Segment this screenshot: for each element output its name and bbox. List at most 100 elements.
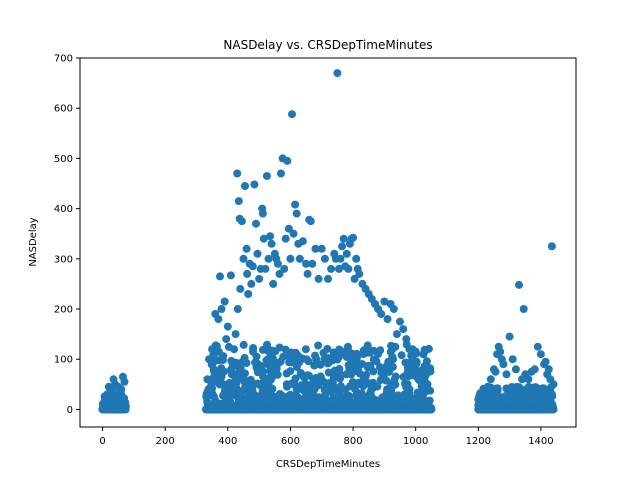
- data-point: [503, 384, 512, 393]
- data-point: [339, 234, 348, 243]
- data-point: [335, 368, 343, 377]
- data-point: [240, 384, 249, 392]
- data-point: [533, 342, 542, 351]
- data-point: [366, 362, 375, 371]
- data-point: [297, 369, 305, 378]
- data-point: [388, 352, 397, 361]
- data-point: [226, 399, 235, 408]
- data-point: [214, 315, 223, 324]
- x-tick-label: 1000: [403, 436, 428, 447]
- x-tick-label: 200: [156, 436, 175, 447]
- data-point: [306, 217, 315, 226]
- data-point: [359, 374, 368, 383]
- data-point: [530, 365, 539, 374]
- data-point: [209, 365, 218, 374]
- chart-title: NASDelay vs. CRSDepTimeMinutes: [223, 38, 432, 52]
- data-point: [357, 389, 366, 398]
- data-point: [496, 347, 505, 356]
- data-point: [237, 217, 246, 226]
- data-point: [120, 377, 129, 386]
- data-point: [427, 405, 436, 414]
- data-point: [276, 357, 285, 366]
- data-point: [283, 156, 292, 165]
- data-point: [342, 370, 351, 379]
- data-point: [314, 274, 323, 283]
- data-point: [345, 364, 354, 373]
- data-point: [248, 262, 257, 271]
- data-point: [493, 384, 502, 393]
- data-point: [239, 340, 248, 349]
- data-point: [389, 305, 398, 313]
- data-point: [328, 378, 337, 387]
- data-point: [288, 397, 297, 406]
- data-point: [236, 364, 245, 373]
- data-point: [302, 355, 311, 364]
- data-point: [486, 375, 495, 384]
- data-point: [121, 405, 130, 414]
- x-tick-label: 800: [344, 436, 363, 447]
- data-point: [231, 330, 240, 339]
- data-point: [241, 182, 249, 190]
- data-point: [547, 399, 556, 408]
- data-point: [233, 305, 242, 313]
- data-point: [519, 305, 528, 313]
- plot-area: [98, 69, 558, 414]
- x-axis: 0 200 400 600 800 1000 1200 1400: [99, 427, 554, 447]
- data-point: [549, 405, 558, 414]
- data-point: [420, 362, 429, 371]
- data-point: [273, 259, 282, 268]
- data-point: [331, 394, 340, 402]
- data-point: [291, 200, 300, 209]
- data-point: [252, 363, 261, 372]
- data-point: [341, 385, 350, 394]
- data-point: [503, 398, 512, 406]
- data-point: [336, 254, 345, 263]
- data-point: [236, 284, 245, 293]
- data-point: [528, 395, 537, 404]
- data-point: [270, 392, 278, 401]
- data-point: [411, 365, 420, 374]
- data-point: [380, 297, 389, 306]
- data-point: [421, 370, 430, 379]
- data-point: [499, 360, 508, 369]
- data-point: [303, 269, 312, 278]
- data-point: [226, 271, 235, 280]
- data-point: [518, 395, 527, 404]
- data-point: [388, 344, 397, 353]
- data-point: [349, 233, 358, 242]
- data-point: [375, 363, 384, 372]
- data-point: [348, 349, 356, 358]
- y-axis: 0 100 200 300 400 500 600 700: [54, 54, 80, 416]
- data-point: [295, 254, 304, 263]
- data-point: [292, 209, 301, 218]
- data-point: [252, 219, 260, 228]
- y-tick-label: 0: [67, 405, 73, 416]
- data-point: [292, 386, 301, 394]
- data-point: [267, 239, 276, 248]
- data-point: [262, 172, 271, 180]
- data-point: [287, 348, 296, 357]
- data-point: [316, 372, 325, 381]
- data-point: [253, 249, 262, 258]
- data-point: [354, 366, 363, 375]
- y-tick-label: 500: [54, 154, 73, 165]
- data-point: [239, 254, 248, 263]
- data-point: [286, 254, 295, 263]
- data-point: [533, 390, 542, 399]
- data-point: [282, 369, 291, 378]
- data-point: [259, 234, 268, 243]
- y-tick-label: 300: [54, 254, 73, 265]
- data-point: [502, 370, 511, 379]
- x-tick-label: 1400: [528, 436, 553, 447]
- data-point: [220, 297, 229, 306]
- data-point: [399, 372, 408, 381]
- data-point: [405, 345, 414, 354]
- data-point: [329, 348, 338, 357]
- data-point: [508, 355, 517, 364]
- data-point: [348, 378, 357, 387]
- x-tick-label: 1200: [466, 436, 491, 447]
- data-point: [365, 348, 374, 357]
- data-point: [515, 280, 523, 289]
- data-point: [312, 355, 321, 363]
- data-point: [235, 373, 244, 382]
